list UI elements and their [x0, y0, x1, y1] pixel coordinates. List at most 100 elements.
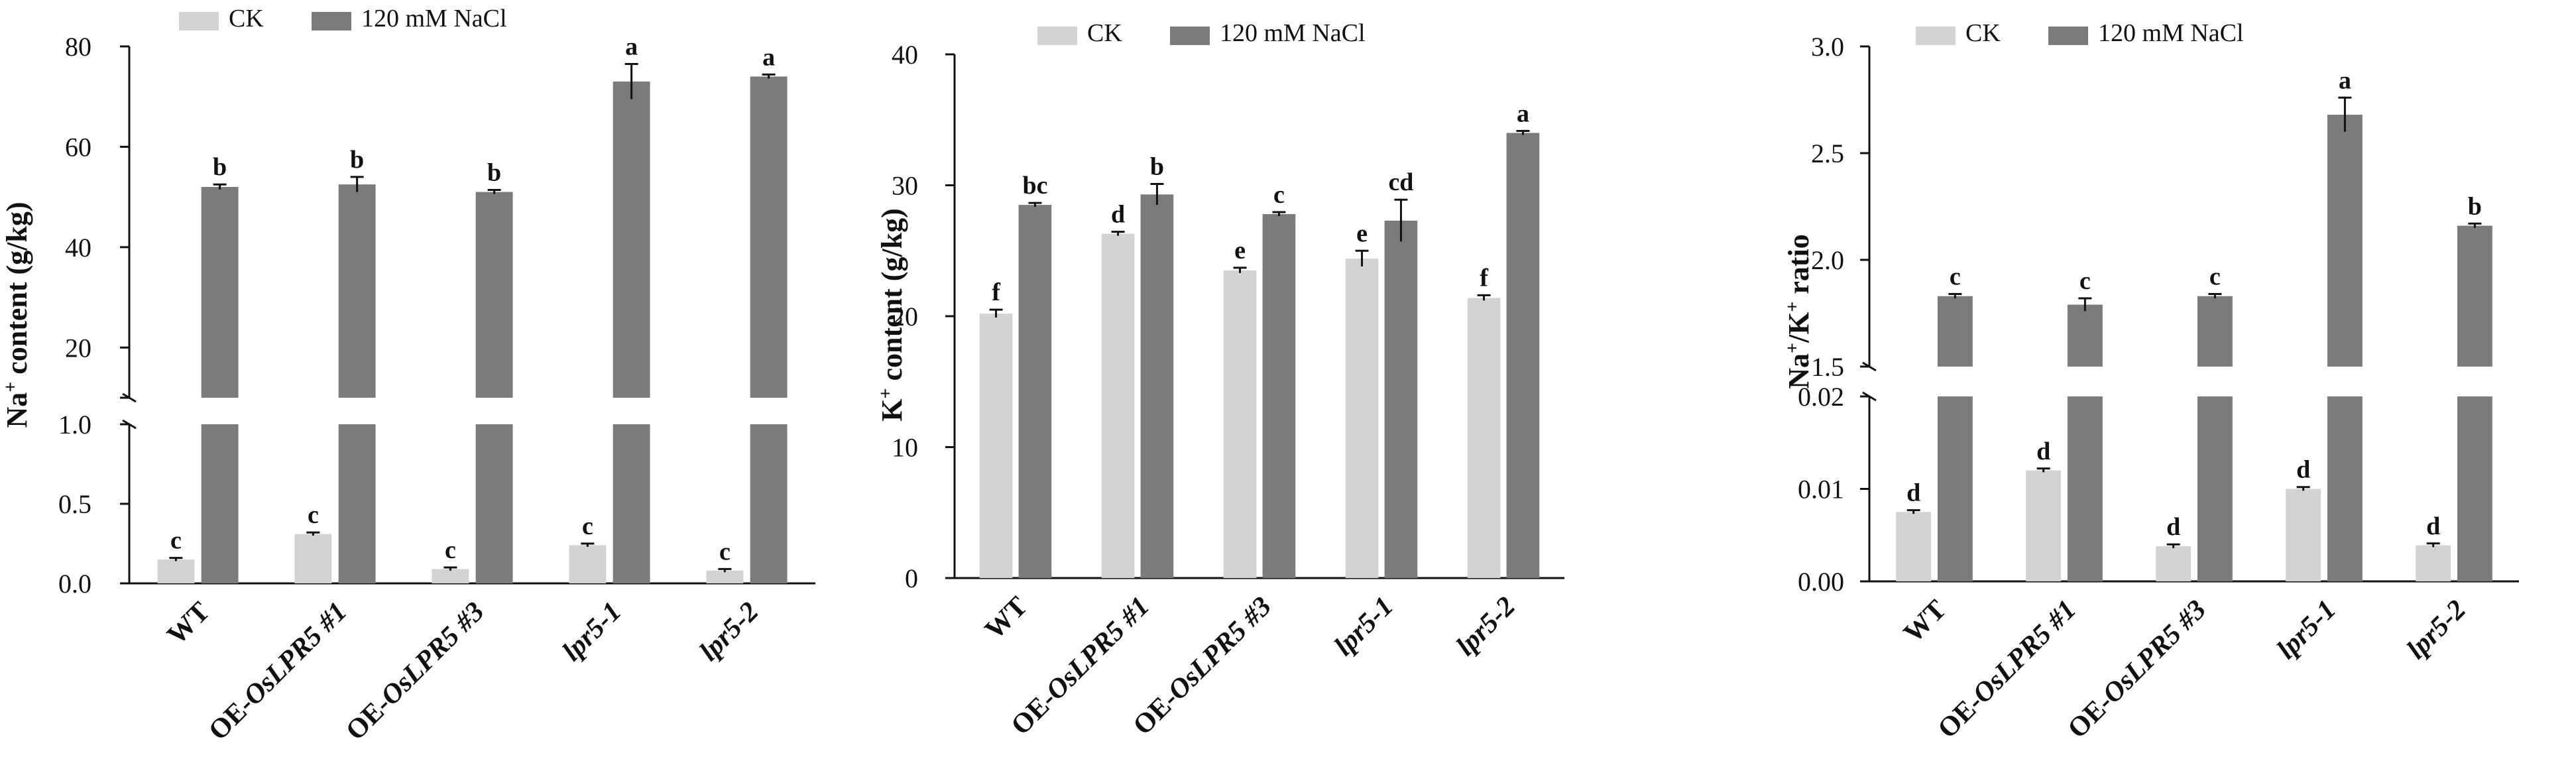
- significance-label: d: [2426, 512, 2440, 540]
- bar-group: cb: [294, 146, 376, 583]
- bar-group: f bc: [979, 172, 1052, 578]
- bar-nacl: [338, 424, 376, 583]
- bar-ck: [1345, 259, 1379, 578]
- legend: CK 120 mM NaCl: [179, 5, 507, 32]
- y-tick-label: 80: [65, 32, 91, 62]
- bar-nacl-upper: [2197, 296, 2233, 367]
- significance-label: e: [1234, 237, 1246, 264]
- y-axis-label: Na+/K+ ratio: [1783, 234, 1816, 389]
- bar-group: db: [2416, 192, 2492, 581]
- bar-nacl-upper: [613, 82, 650, 398]
- x-tick-label: OE-OsLPR5 #3: [340, 597, 490, 746]
- significance-label: cd: [1388, 168, 1413, 196]
- legend-label-ck: CK: [229, 5, 264, 32]
- significance-label: c: [2209, 263, 2221, 291]
- bar-nacl-upper: [1937, 296, 1973, 367]
- bar-group: ca: [569, 33, 650, 583]
- bar-nacl-upper: [2327, 115, 2363, 367]
- y-tick-label: 0: [905, 563, 918, 593]
- y-tick-label: 1.5: [1811, 352, 1844, 382]
- y-tick-label: 0.5: [58, 489, 91, 519]
- bar-ck: [2416, 545, 2451, 581]
- significance-label: bc: [1022, 172, 1047, 200]
- x-tick-label: OE-OsLPR5 #1: [1932, 595, 2082, 744]
- bar-group: ca: [706, 43, 788, 583]
- significance-label: a: [625, 33, 638, 61]
- bar-group: cb: [432, 159, 513, 583]
- x-tick-label: OE-OsLPR5 #1: [203, 597, 353, 746]
- significance-label: b: [213, 153, 227, 181]
- y-tick-label: 10: [892, 433, 918, 463]
- legend-swatch-nacl: [1170, 27, 1210, 45]
- bar-nacl-upper: [2457, 225, 2492, 367]
- y-axis-label: Na+ content (g/kg): [1, 202, 34, 428]
- x-tick-label: lpr5-2: [2401, 595, 2472, 666]
- bar-nacl: [1018, 205, 1052, 578]
- bar-nacl: [2067, 396, 2103, 581]
- legend-label-nacl: 120 mM NaCl: [361, 5, 507, 32]
- bar-nacl: [2457, 396, 2492, 581]
- significance-label: b: [350, 146, 364, 174]
- y-tick-label: 40: [892, 40, 918, 70]
- significance-label: c: [2079, 267, 2091, 295]
- bar-nacl: [1140, 194, 1174, 578]
- legend-label-nacl: 120 mM NaCl: [2098, 19, 2244, 47]
- y-tick-label: 3.0: [1811, 32, 1844, 62]
- significance-label: a: [2339, 66, 2351, 94]
- bar-nacl: [750, 424, 788, 583]
- bar-ck: [706, 570, 744, 583]
- legend-label-ck: CK: [1965, 19, 2001, 47]
- x-tick-label: lpr5-2: [1450, 591, 1521, 662]
- significance-label: d: [2166, 513, 2180, 541]
- bar-group: db: [1101, 153, 1174, 578]
- y-tick-label: 0.0: [58, 569, 91, 599]
- legend-swatch-nacl: [312, 12, 351, 30]
- significance-label: b: [487, 159, 501, 187]
- y-tick-label: 20: [65, 333, 91, 363]
- bar-nacl: [2327, 396, 2363, 581]
- bar-group: dc: [2026, 267, 2103, 581]
- x-tick-label: lpr5-1: [557, 597, 628, 668]
- bar-ck: [1223, 270, 1257, 578]
- significance-label: f: [1480, 264, 1489, 292]
- legend: CK 120 mM NaCl: [1916, 19, 2244, 47]
- bar-nacl: [1384, 220, 1418, 578]
- significance-label: a: [762, 43, 775, 71]
- x-tick-label: lpr5-1: [2271, 595, 2342, 666]
- y-tick-label: 20: [892, 302, 918, 331]
- significance-label: d: [1111, 201, 1125, 229]
- significance-label: c: [1273, 181, 1285, 209]
- bar-group: da: [2286, 66, 2363, 581]
- significance-label: d: [2036, 438, 2050, 465]
- y-tick-label: 1.0: [58, 410, 91, 440]
- y-tick-label: 2.5: [1811, 139, 1844, 168]
- y-tick-label: 0.02: [1798, 382, 1844, 412]
- bar-group: dc: [1896, 263, 1973, 581]
- significance-label: c: [582, 512, 593, 540]
- bar-nacl-upper: [475, 192, 513, 398]
- bar-nacl-upper: [750, 76, 788, 398]
- y-tick-label: 30: [892, 171, 918, 201]
- legend-swatch-nacl: [2048, 27, 2088, 45]
- bar-nacl: [2197, 396, 2233, 581]
- bar-ck: [1101, 233, 1135, 578]
- chart-3: CK 120 mM NaCl 0.00 0.01 0.021.5 2.0 2.5 3.0 Na+…: [1783, 19, 2519, 744]
- bar-ck: [569, 545, 607, 583]
- chart-2: CK 120 mM NaCl 0 10 20 30 40 K+ content (g/kg) f…: [876, 19, 1564, 741]
- y-axis-label: K+ content (g/kg): [876, 208, 909, 422]
- bar-nacl: [475, 424, 513, 583]
- bar-nacl: [1506, 133, 1540, 578]
- x-tick-label: WT: [1898, 595, 1952, 649]
- y-tick-label: 60: [65, 132, 91, 162]
- bar-nacl: [1937, 396, 1973, 581]
- y-tick-label: 0.00: [1798, 567, 1844, 597]
- legend-label-nacl: 120 mM NaCl: [1220, 19, 1366, 47]
- bar-group: cb: [157, 153, 239, 583]
- chart-1: CK 120 mM NaCl 0.0 0.5 1.0 20 40 60 80 Na+ conten…: [1, 5, 815, 746]
- bar-nacl-upper: [338, 184, 376, 398]
- bar-group: dc: [2156, 263, 2233, 581]
- significance-label: c: [308, 501, 319, 529]
- legend-label-ck: CK: [1087, 19, 1122, 47]
- legend-swatch-ck: [1916, 27, 1956, 45]
